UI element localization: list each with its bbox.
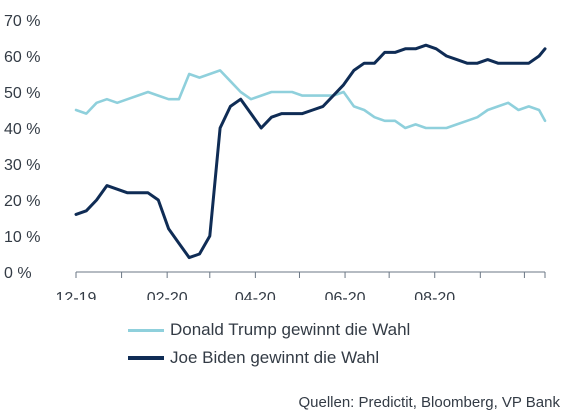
y-tick-label: 0 % — [4, 265, 32, 282]
x-tick-label: 06-20 — [325, 290, 366, 300]
legend-item-biden: Joe Biden gewinnt die Wahl — [128, 346, 548, 370]
series-line-trump — [74, 69, 547, 130]
y-tick-label: 50 % — [4, 85, 40, 102]
y-tick-label: 40 % — [4, 121, 40, 138]
x-tick-label: 02-20 — [147, 290, 188, 300]
x-tick-label: 12-19 — [56, 290, 97, 300]
line-chart: 0 % 10 % 20 % 30 % 40 % 50 % 60 % 70 % 12-19 02-… — [4, 13, 547, 300]
y-tick-label: 70 % — [4, 13, 40, 30]
y-tick-label: 20 % — [4, 193, 40, 210]
series-line-biden — [74, 43, 547, 260]
x-tick-label: 08-20 — [414, 290, 455, 300]
legend-label-biden: Joe Biden gewinnt die Wahl — [170, 348, 380, 367]
legend-label-trump: Donald Trump gewinnt die Wahl — [170, 320, 411, 339]
y-tick-label: 10 % — [4, 229, 40, 246]
y-tick-label: 60 % — [4, 49, 40, 66]
y-tick-label: 30 % — [4, 157, 40, 174]
source-note: Quellen: Predictit, Bloomberg, VP Bank — [298, 394, 560, 411]
legend-swatch-trump — [128, 328, 164, 332]
x-axis: 12-19 02-20 04-20 06-20 08-20 — [56, 271, 546, 300]
legend-item-trump: Donald Trump gewinnt die Wahl — [128, 318, 548, 342]
x-tick-label: 04-20 — [235, 290, 276, 300]
series-layer — [74, 43, 547, 260]
legend-swatch-biden — [128, 356, 164, 360]
y-axis: 0 % 10 % 20 % 30 % 40 % 50 % 60 % 70 % — [4, 13, 40, 282]
